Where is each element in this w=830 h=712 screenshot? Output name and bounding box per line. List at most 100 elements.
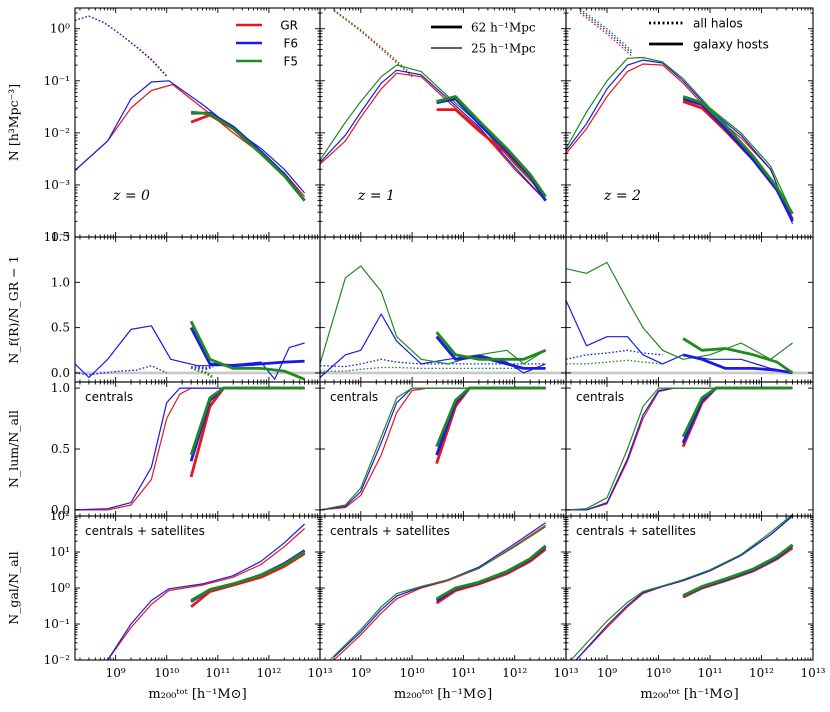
- y-axis-label: N_f(R)/N_GR − 1: [6, 255, 21, 363]
- series-F5-62-solid: [190, 110, 306, 202]
- y-tick-label: 10⁻³: [44, 178, 71, 192]
- series-F5-25-solid: [329, 526, 546, 661]
- y-tick-label: 0.0: [51, 366, 70, 380]
- x-axis-label: m₂₀₀ᵗᵒᵗ [h⁻¹M⊙]: [394, 687, 492, 702]
- series-F5-62-solid: [435, 331, 547, 361]
- y-axis-label: N_lum/N_all: [6, 410, 21, 488]
- y-tick-label: 10⁰: [50, 581, 70, 595]
- x-tick-label: 10¹⁰: [154, 666, 179, 680]
- series-F6-25-solid: [107, 523, 306, 661]
- series-F6-25-solid: [74, 80, 306, 194]
- series-F6-62-solid: [189, 326, 305, 368]
- y-tick-label: 10⁻²: [44, 653, 71, 667]
- y-tick-label: 0.5: [51, 321, 70, 335]
- y-axis-label: N_gal/N_all: [6, 551, 21, 625]
- panel-label: centrals + satellites: [85, 524, 205, 538]
- x-tick-label: 10¹²: [256, 666, 281, 680]
- x-tick-label: 10¹²: [502, 666, 527, 680]
- series-F5-25-dotted: [579, 8, 633, 52]
- series-GR-62-solid: [682, 100, 794, 220]
- series-GR-62-solid: [190, 552, 306, 608]
- zero-band: [75, 371, 320, 375]
- y-tick-label: 1.0: [51, 275, 70, 289]
- series-F5-62-solid: [436, 95, 547, 198]
- series-F6-25-solid: [565, 59, 794, 224]
- series-F5-25-solid: [319, 387, 546, 511]
- redshift-label: z = 1: [357, 188, 395, 204]
- series-GR-62-solid: [436, 108, 547, 202]
- series-F6-25-dotted: [579, 10, 633, 54]
- x-tick-label: 10⁹: [106, 666, 126, 680]
- x-tick-label: 10¹¹: [205, 666, 230, 680]
- legend-label: 62 h⁻¹Mpc: [471, 21, 536, 35]
- series-F6-25-solid: [74, 387, 305, 511]
- series-F6-25-solid: [319, 387, 546, 511]
- legend-label: F6: [283, 37, 298, 51]
- series-F5-25-dotted: [320, 366, 546, 372]
- series-F6-62-solid: [435, 386, 546, 456]
- series-F5-62-solid: [189, 386, 305, 456]
- series-F6-62-solid: [681, 386, 793, 444]
- x-tick-label: 10¹⁰: [400, 666, 425, 680]
- series-F5-25-solid: [565, 387, 793, 511]
- series-F5-62-solid: [681, 386, 793, 438]
- legend-label: F5: [283, 55, 298, 69]
- legend-label: GR: [280, 19, 298, 33]
- y-tick-label: 10⁻⁴: [44, 230, 71, 244]
- series-F5-62-solid: [682, 337, 794, 375]
- x-tick-label: 10⁹: [597, 666, 617, 680]
- series-F5-62-solid: [435, 386, 546, 448]
- series-GR-25-dotted: [74, 15, 168, 78]
- x-axis-label: m₂₀₀ᵗᵒᵗ [h⁻¹M⊙]: [640, 687, 738, 702]
- series-F5-62-solid: [682, 95, 794, 215]
- series-F6-62-solid: [436, 97, 547, 202]
- series-GR-25-solid: [74, 83, 306, 197]
- legend-label: 25 h⁻¹Mpc: [471, 42, 536, 56]
- series-GR-25-dotted: [579, 12, 633, 57]
- y-tick-label: 10²: [50, 509, 70, 523]
- series-F5-62-solid: [189, 320, 306, 381]
- y-tick-label: 10¹: [50, 545, 70, 559]
- series-F6-62-solid: [682, 353, 793, 375]
- y-tick-label: 10⁻²: [44, 126, 71, 140]
- series-GR-25-solid: [107, 528, 306, 661]
- y-tick-label: 1.0: [51, 381, 70, 395]
- series-GR-25-solid: [333, 524, 546, 661]
- series-F5-25-solid: [570, 514, 793, 661]
- series-F5-25-solid: [319, 265, 546, 365]
- x-tick-label: 10¹⁰: [646, 666, 671, 680]
- series-F5-25-dotted: [566, 359, 663, 365]
- series-F6-25-solid: [575, 515, 793, 661]
- series-GR-62-solid: [435, 386, 546, 465]
- series-F6-62-solid: [191, 111, 306, 202]
- series-F6-62-dotted: [191, 365, 214, 370]
- y-tick-label: 10⁰: [50, 22, 70, 36]
- series-GR-25-solid: [319, 387, 546, 511]
- y-tick-label: 10⁻¹: [44, 74, 70, 88]
- x-tick-label: 10¹³: [308, 666, 333, 680]
- series-F5-62-solid: [435, 544, 547, 601]
- y-tick-label: 1.5: [51, 230, 70, 244]
- series-F6-25-solid: [74, 325, 305, 380]
- x-axis-label: m₂₀₀ᵗᵒᵗ [h⁻¹M⊙]: [148, 687, 246, 702]
- series-F5-25-dotted: [333, 9, 413, 76]
- series-F6-25-solid: [566, 387, 793, 511]
- series-GR-25-solid: [75, 387, 305, 511]
- x-tick-label: 10⁹: [351, 666, 371, 680]
- zero-band: [320, 371, 566, 375]
- x-tick-label: 10¹¹: [698, 666, 723, 680]
- series-F5-62-solid: [190, 550, 306, 602]
- series-F6-25-dotted: [319, 358, 546, 368]
- panel-label: centrals: [330, 390, 378, 404]
- series-F6-25-solid: [333, 522, 546, 658]
- panel-label: centrals: [576, 390, 624, 404]
- series-F6-62-solid: [682, 97, 794, 222]
- y-tick-label: 10⁻¹: [44, 617, 70, 631]
- series-F6-25-solid: [565, 300, 793, 374]
- series-F5-62-solid: [682, 543, 794, 597]
- series-GR-25-solid: [565, 63, 794, 222]
- x-tick-label: 10¹³: [554, 666, 579, 680]
- series-GR-25-solid: [566, 387, 793, 511]
- x-tick-label: 10¹²: [749, 666, 774, 680]
